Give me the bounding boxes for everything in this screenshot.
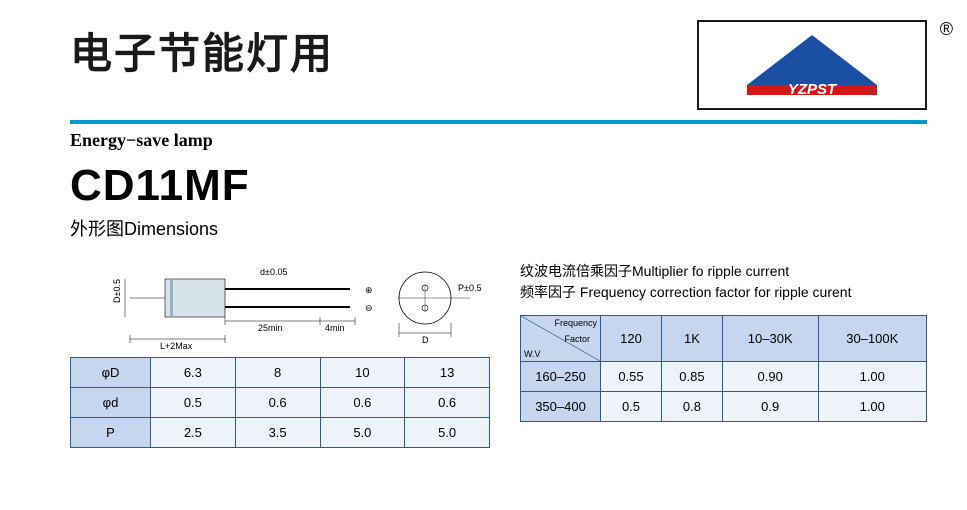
svg-text:4min: 4min (325, 323, 345, 333)
dimensions-label: 外形图Dimensions (0, 215, 967, 241)
title-chinese: 电子节能灯用 (70, 20, 334, 81)
ripple-description: 纹波电流倍乘因子Multiplier fo ripple current 频率因… (520, 261, 927, 303)
table-row: φd0.50.60.60.6 (71, 388, 490, 418)
table-row: 350–4000.50.80.91.00 (521, 392, 927, 422)
svg-text:⊖: ⊖ (365, 303, 373, 313)
svg-text:YZPST: YZPST (788, 81, 838, 98)
logo-box: ® YZPST (697, 20, 927, 110)
registered-mark: ® (940, 19, 953, 40)
svg-text:P±0.5: P±0.5 (458, 283, 481, 293)
product-code: CD11MF (0, 161, 967, 211)
header-divider (70, 120, 927, 124)
table-header-row: FrequencyFactorW.V1201K10–30K30–100K (521, 316, 927, 362)
brand-logo-icon: YZPST (722, 30, 902, 100)
svg-text:⊕: ⊕ (365, 285, 373, 295)
table-row: P2.53.55.05.0 (71, 418, 490, 448)
table-row: 160–2500.550.850.901.00 (521, 362, 927, 392)
dimensions-table: φD6.381013φd0.50.60.60.6P2.53.55.05.0 (70, 357, 490, 448)
frequency-table: FrequencyFactorW.V1201K10–30K30–100K160–… (520, 315, 927, 422)
ripple-line2: 频率因子 Frequency correction factor for rip… (520, 282, 927, 303)
svg-text:D: D (422, 335, 429, 345)
svg-text:L+2Max: L+2Max (160, 341, 193, 351)
subtitle-english: Energy−save lamp (0, 130, 967, 151)
ripple-line1: 纹波电流倍乘因子Multiplier fo ripple current (520, 261, 927, 282)
svg-text:25min: 25min (258, 323, 283, 333)
svg-text:D±0.5: D±0.5 (112, 279, 122, 303)
table-row: φD6.381013 (71, 358, 490, 388)
svg-text:d±0.05: d±0.05 (260, 267, 287, 277)
dimension-diagram: d±0.05 ⊕ ⊖ 25min 4min L+2Max D±0.5 (70, 261, 490, 351)
